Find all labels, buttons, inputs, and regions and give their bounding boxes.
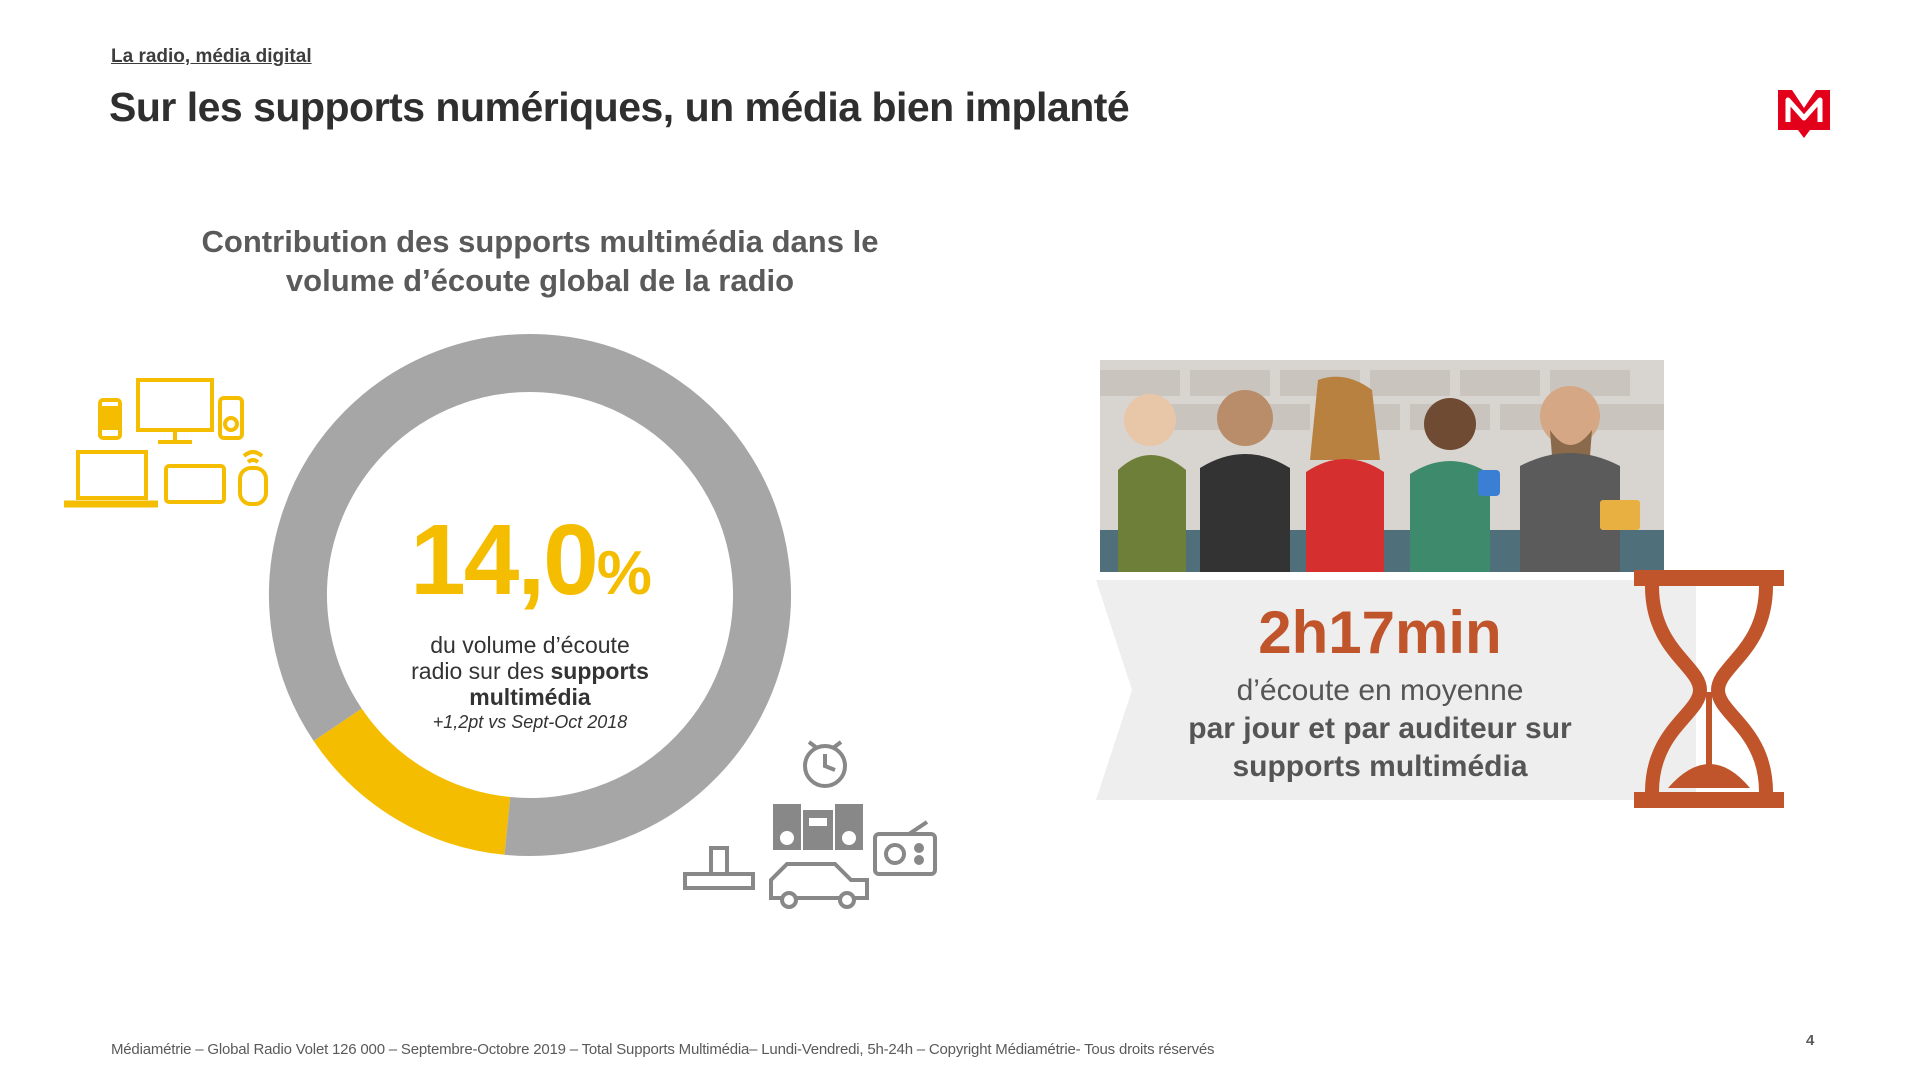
center-desc-line1: du volume d’écoute [430, 632, 630, 658]
hourglass-icon [1634, 570, 1784, 808]
donut-chart [269, 334, 791, 856]
highlight-line3: supports multimédia [1232, 750, 1528, 783]
smart-speaker-icon [238, 450, 268, 506]
highlight-text: 2h17min d’écoute en moyenne par jour et … [1150, 598, 1610, 786]
car-icon [769, 862, 869, 909]
chart-title: Contribution des supports multimédia dan… [150, 222, 930, 300]
center-desc-line2: radio sur des [411, 658, 545, 684]
center-desc-bold1: supports [550, 658, 649, 684]
highlight-value: 2h17min [1258, 599, 1502, 666]
center-evolution: +1,2pt vs Sept-Oct 2018 [432, 712, 628, 732]
page-number: 4 [1806, 1032, 1815, 1049]
dock-icon [683, 846, 755, 890]
classic-devices-icons [683, 740, 937, 909]
donut-slice-other [269, 334, 791, 856]
mediametrie-logo-icon [1778, 90, 1830, 138]
alarm-clock-icon [803, 740, 847, 788]
source-footnote: Médiamétrie – Global Radio Volet 126 000… [111, 1041, 1215, 1058]
highlight-line1: d’écoute en moyenne [1236, 674, 1524, 707]
digital-devices-icons [64, 378, 268, 508]
center-value: 14,0% [390, 510, 670, 624]
center-value-number: 14,0 [410, 504, 599, 616]
center-desc-bold2: multimédia [469, 684, 591, 710]
center-description: du volume d’écoute radio sur des support… [390, 632, 670, 710]
center-value-unit: % [596, 539, 652, 608]
chart-title-line2: volume d’écoute global de la radio [285, 263, 795, 298]
people-listening-photo [1100, 360, 1664, 572]
highlight-line2: par jour et par auditeur sur [1188, 712, 1572, 745]
highlight-banner [1096, 580, 1696, 800]
chart-title-line1: Contribution des supports multimédia dan… [201, 224, 879, 259]
laptop-icon [64, 450, 158, 508]
tablet-icon [164, 464, 226, 504]
hifi-system-icon [773, 804, 863, 850]
page-title: Sur les supports numériques, un média bi… [109, 84, 1130, 130]
radio-icon [873, 820, 937, 876]
donut-center-label: 14,0% du volume d’écoute radio sur des s… [390, 510, 670, 733]
ipod-icon [218, 396, 244, 440]
donut-slice-multimedia [313, 708, 511, 855]
breadcrumb[interactable]: La radio, média digital [111, 46, 312, 67]
desktop-icon [136, 378, 214, 444]
smartphone-icon [98, 398, 122, 440]
